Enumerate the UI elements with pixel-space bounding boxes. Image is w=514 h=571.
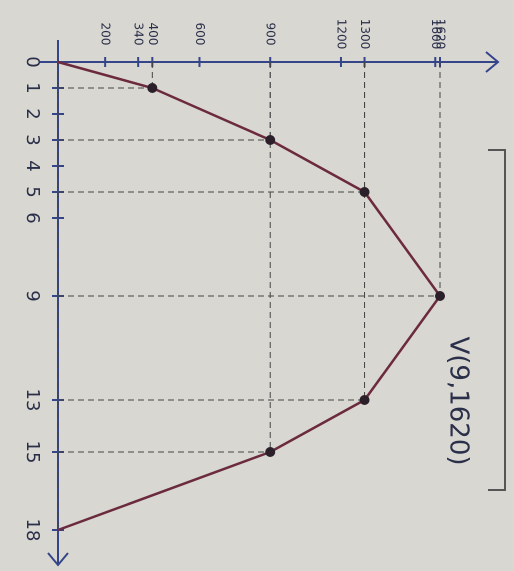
x-tick-label: 4 (22, 160, 43, 171)
point (147, 83, 157, 93)
x-tick-label: 13 (22, 389, 43, 412)
x-tick-label: 3 (22, 134, 43, 145)
y-tick-label: 1620 (434, 19, 448, 50)
point (360, 187, 370, 197)
x-tick-label: 9 (22, 290, 43, 301)
x-tick-label: 15 (22, 441, 43, 464)
y-tick-label: 1300 (358, 19, 372, 50)
y-tick-label: 400 (146, 23, 160, 46)
paper (0, 0, 514, 571)
x-tick-label: 6 (22, 212, 43, 223)
y-tick-label: 600 (193, 23, 207, 46)
point (265, 135, 275, 145)
x-tick-label: 1 (22, 82, 43, 93)
x-tick-label: 2 (22, 108, 43, 119)
point (435, 291, 445, 301)
y-tick-label: 1200 (334, 19, 348, 50)
y-tick-label: 200 (99, 23, 113, 46)
y-tick-label: 340 (132, 23, 146, 46)
point (265, 447, 275, 457)
vertex-label: V(9,1620) (444, 336, 474, 465)
point (360, 395, 370, 405)
x-tick-label: 5 (22, 186, 43, 197)
chart: 2003404006009001200130016001620012345691… (0, 0, 514, 571)
x-tick-label: 0 (22, 56, 43, 67)
y-tick-label: 900 (264, 23, 278, 46)
x-tick-label: 18 (22, 519, 43, 542)
